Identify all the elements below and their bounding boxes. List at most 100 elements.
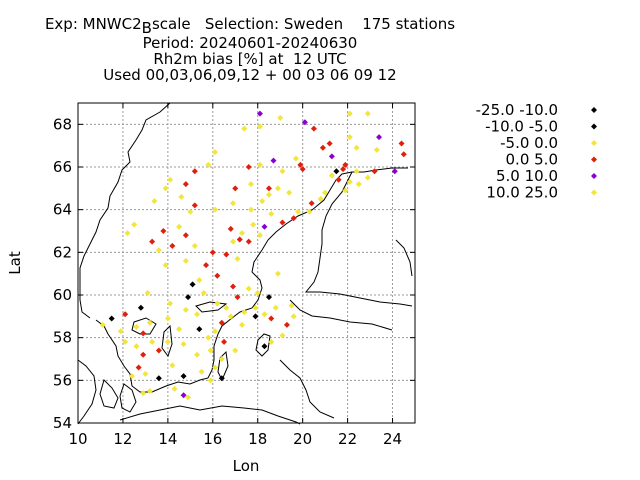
station-point [128,373,135,380]
station-point [290,313,297,320]
station-point [122,338,129,345]
station-point [295,208,302,215]
station-point [261,223,268,230]
station-point [391,168,398,175]
station-point [398,140,405,147]
coastline-gotland [255,333,271,357]
chart-title-line-2: Period: 20240601-20240630 [142,34,358,52]
station-point [261,311,268,318]
station-point [214,300,221,307]
legend-marker [591,173,597,179]
station-point [133,324,140,330]
station-point [122,311,129,318]
station-point [149,338,156,345]
station-point [155,247,162,254]
y-tick-label: 64 [53,201,72,219]
station-point [268,315,275,322]
station-point [371,168,378,175]
station-point [212,206,219,213]
station-point [234,255,241,262]
station-point [265,191,272,198]
station-point [279,332,286,339]
chart-title-line-3: Rh2m bias [%] at 12 UTC [153,50,347,68]
coastline-swedish-east [207,171,353,379]
station-point [218,319,225,326]
station-point [279,219,286,226]
station-point [171,385,178,392]
legend-marker [591,123,597,130]
station-point [198,368,205,375]
station-point [212,364,219,371]
station-point [135,364,142,371]
station-point [196,326,203,333]
station-point [146,388,153,394]
station-point [290,215,297,222]
title-exp-subscript: B [141,19,152,37]
station-point [164,338,171,345]
coastline-ladoga [395,239,413,277]
station-point [182,181,189,188]
station-point [140,390,147,397]
legend-label: 5.0 10.0 [496,167,558,185]
coastline-baltic-states [279,299,393,419]
station-point [256,123,263,130]
station-point [297,161,304,168]
station-point [268,210,275,217]
title-exp-suffix: scale Selection: Sweden 175 stations [151,15,456,33]
station-point [191,168,198,175]
station-point [180,392,187,399]
station-point [151,198,158,205]
station-point [218,356,225,362]
x-tick-label: 14 [158,430,177,448]
station-point [205,334,212,341]
station-point [317,196,324,202]
station-point [232,347,239,354]
station-point [223,251,230,258]
station-point [274,185,281,192]
station-point [194,351,201,358]
station-point [207,377,214,384]
station-point [230,283,237,290]
y-tick-label: 58 [53,329,72,347]
station-point [342,161,349,168]
station-point [185,294,192,301]
x-tick-label: 18 [248,430,267,448]
lake-vanern [131,317,157,335]
station-point [373,146,380,153]
chart-title-line-4: Used 00,03,06,09,12 + 00 03 06 09 12 [103,66,397,84]
station-point [140,351,147,358]
station-point [256,110,263,117]
title-exp-prefix: Exp: MNWC2 [44,15,142,33]
y-tick-label: 54 [53,414,72,432]
station-point [301,119,308,126]
station-point [140,330,147,337]
station-point [254,289,261,296]
legend-marker [591,107,597,113]
coastline-swedish-west [95,319,209,393]
x-tick-label: 16 [203,430,222,448]
station-point [283,321,290,328]
station-point [252,313,259,320]
station-point [144,289,151,296]
station-point [328,153,335,160]
station-point [308,200,315,207]
station-point [117,328,124,335]
station-point [169,362,176,369]
y-tick-label: 56 [53,371,72,389]
station-point [333,168,340,175]
legend-label: 0.0 5.0 [506,151,558,169]
coastline-denmark [77,359,137,425]
station-point [268,338,275,345]
station-point [149,238,156,245]
x-tick-label: 10 [68,430,87,448]
station-point [180,373,187,380]
legend: -25.0 -10.0-10.0 -5.0-5.0 0.00.0 5.05.0 … [476,101,597,202]
station-point [223,304,230,311]
lake-malaren [195,301,228,313]
chart-title-line-1: Exp: MNWC2Bscale Selection: Sweden 175 s… [0,16,500,37]
station-point [274,270,281,277]
points-layer [99,110,407,401]
station-point [272,304,279,311]
station-point [306,208,313,215]
